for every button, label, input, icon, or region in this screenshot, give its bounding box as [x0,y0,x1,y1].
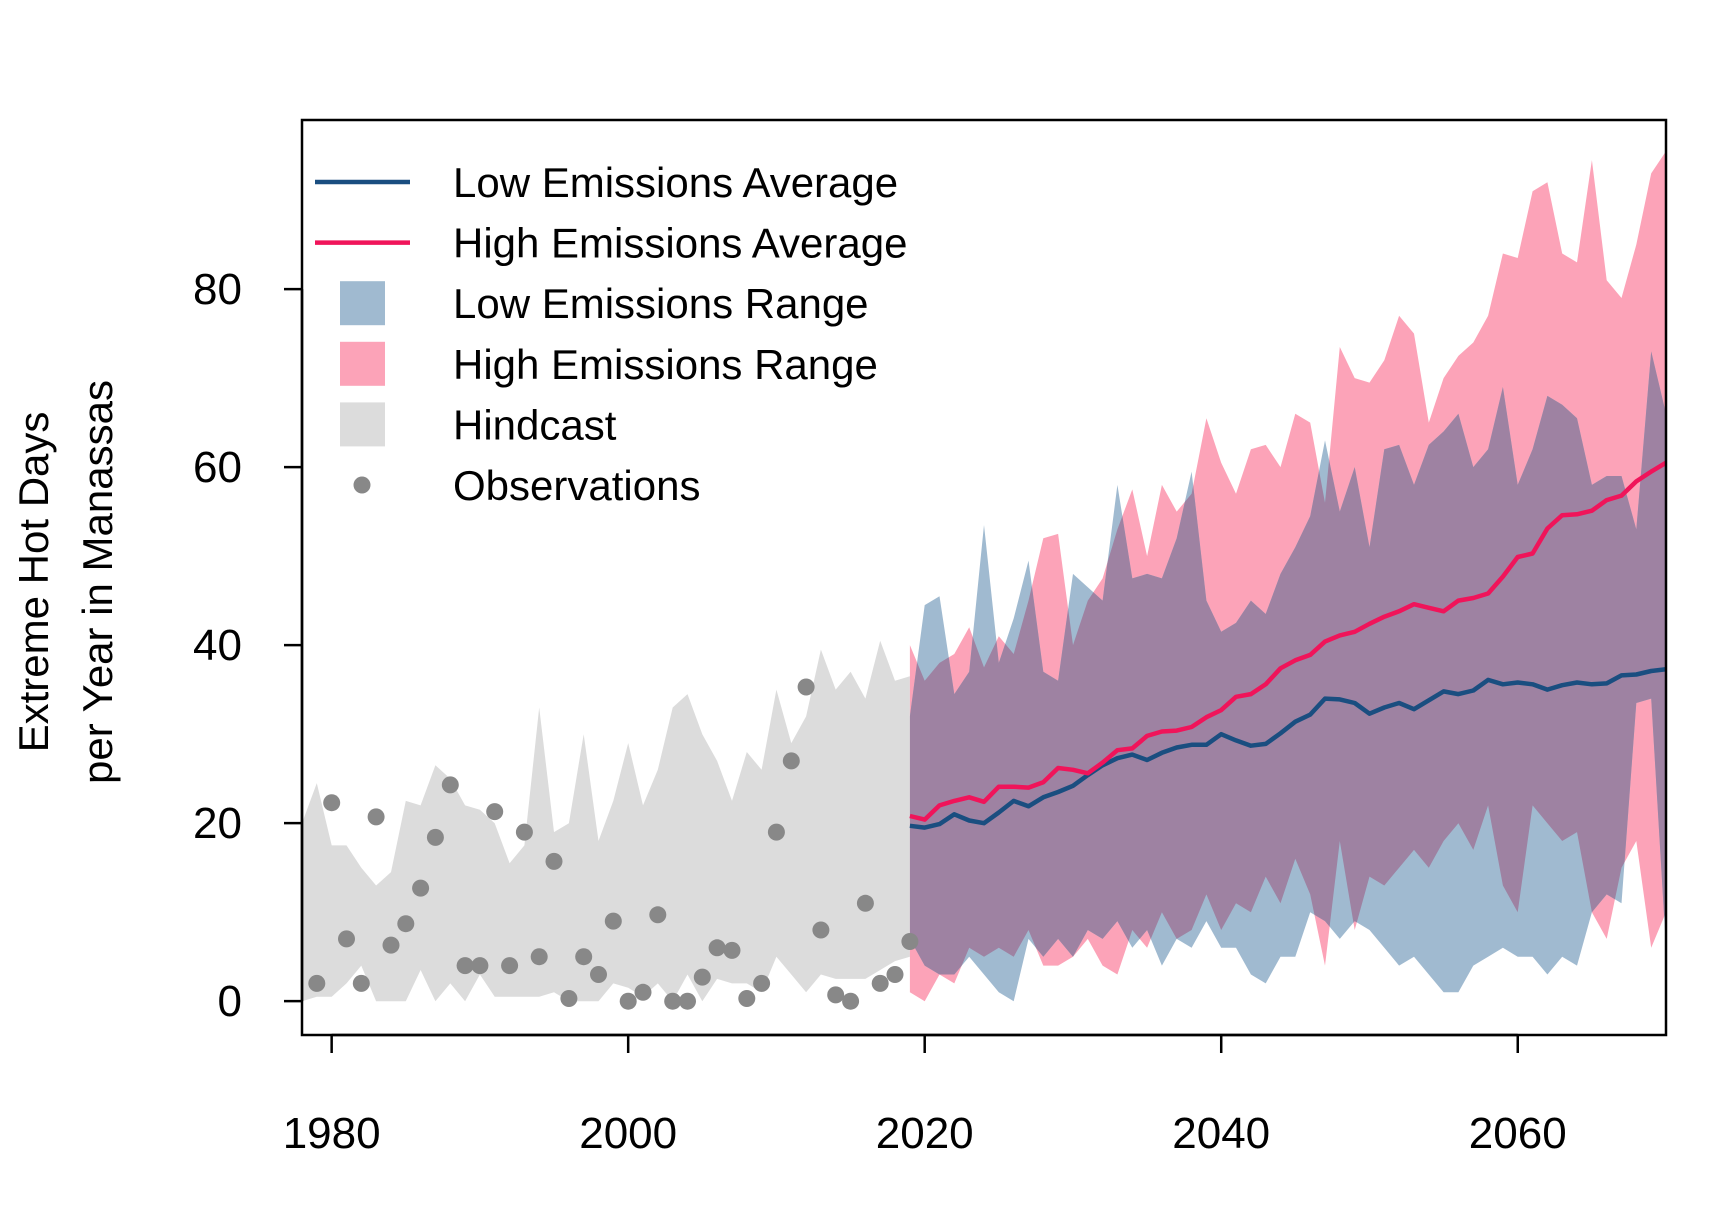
observation-point [560,990,578,1007]
observation-point [382,936,400,954]
x-axis: 1980 2000 2020 2040 2060 [283,1033,1567,1158]
legend: Low Emissions Average High Emissions Aver… [315,159,907,509]
observations-series [308,678,919,1010]
observation-point [797,678,815,696]
observation-point [501,957,519,975]
observation-point [649,906,667,924]
x-tick-label: 2000 [579,1109,677,1158]
range-overlap-band [909,351,1666,1002]
observation-point [856,894,874,912]
observation-point [338,930,355,948]
observation-point [604,912,622,930]
observation-point [456,957,474,975]
observation-point [590,966,607,983]
observation-point [708,939,726,957]
legend-item: Observations [353,462,700,509]
observation-point [530,948,548,966]
y-tick-label: 40 [193,621,242,670]
observation-point [679,992,696,1010]
observation-point [352,974,370,992]
observation-point [738,990,756,1007]
y-axis-title-line-1: Extreme Hot Days [10,412,57,753]
high-emissions-average-line [909,460,1666,822]
hindcast-band [302,640,910,1002]
legend-box-swatch [340,281,385,326]
legend-label: High Emissions Average [453,220,907,267]
y-tick-label: 20 [193,799,242,848]
legend-label: Low Emissions Average [453,159,898,206]
legend-point-swatch [353,476,371,494]
observation-point [634,983,652,1001]
legend-item: High Emissions Range [340,341,878,388]
observation-point [871,974,889,992]
observation-point [471,957,489,975]
observation-point [842,992,860,1010]
observation-point [886,966,904,983]
x-tick-label: 2040 [1172,1109,1270,1158]
x-tick-label: 2020 [876,1109,974,1158]
observation-point [397,915,415,933]
plot-area [302,151,1666,1010]
legend-item: Low Emissions Range [340,280,869,327]
legend-item: Hindcast [340,401,617,448]
observation-point [753,974,771,992]
legend-label: Hindcast [453,401,617,448]
y-tick-label: 0 [218,977,242,1026]
observation-point [664,992,682,1010]
observation-point [367,808,385,826]
observation-point [412,879,430,897]
observation-point [693,968,711,986]
legend-item: High Emissions Average [315,220,907,267]
y-axis-title-line-2: per Year in Manassas [74,380,121,784]
observation-point [486,803,504,821]
y-tick-label: 80 [193,265,242,314]
legend-label: High Emissions Range [453,341,878,388]
plot-frame [300,118,1668,1037]
observation-point [515,823,533,841]
observation-point [782,752,800,770]
observation-point [441,776,459,794]
legend-label: Observations [453,462,700,509]
x-tick-label: 2060 [1469,1109,1567,1158]
observation-point [323,794,341,812]
y-tick-label: 60 [193,443,242,492]
x-tick-label: 1980 [283,1109,381,1158]
observation-point [426,828,444,846]
legend-box-swatch [340,402,385,447]
observation-point [723,941,741,959]
observation-point [812,921,830,939]
legend-box-swatch [340,341,385,386]
observation-point [827,986,845,1004]
observation-point [308,974,326,992]
legend-item: Low Emissions Average [315,159,898,206]
observation-point [901,933,919,950]
observation-point [545,852,563,870]
y-axis: 0 20 40 60 80 [193,265,304,1026]
observation-point [767,823,785,841]
observation-point [619,992,637,1010]
observation-point [575,948,593,966]
legend-label: Low Emissions Range [453,280,869,327]
low-emissions-average-line [909,666,1666,830]
